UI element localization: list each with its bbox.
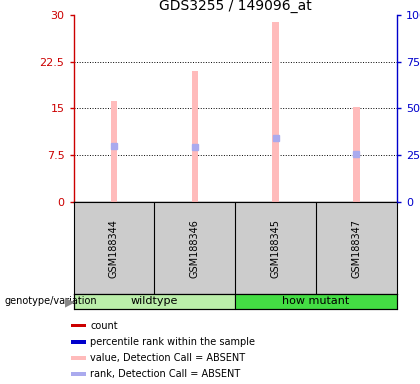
- Bar: [111, 101, 117, 202]
- Bar: [353, 107, 360, 202]
- Text: GSM188344: GSM188344: [109, 218, 119, 278]
- Bar: [71, 340, 86, 344]
- Text: how mutant: how mutant: [282, 296, 350, 306]
- Text: rank, Detection Call = ABSENT: rank, Detection Call = ABSENT: [90, 369, 241, 379]
- Text: genotype/variation: genotype/variation: [4, 296, 97, 306]
- Text: wildtype: wildtype: [131, 296, 178, 306]
- Bar: [273, 22, 279, 202]
- Text: GSM188345: GSM188345: [270, 218, 281, 278]
- Title: GDS3255 / 149096_at: GDS3255 / 149096_at: [159, 0, 312, 13]
- Text: value, Detection Call = ABSENT: value, Detection Call = ABSENT: [90, 353, 245, 363]
- Bar: [235, 294, 397, 309]
- Text: GSM188346: GSM188346: [190, 218, 200, 278]
- Bar: [71, 356, 86, 359]
- Text: GSM188347: GSM188347: [352, 218, 362, 278]
- Bar: [71, 372, 86, 376]
- Bar: [192, 71, 198, 202]
- Bar: [74, 294, 235, 309]
- Text: count: count: [90, 321, 118, 331]
- Bar: [71, 324, 86, 328]
- Text: ▶: ▶: [65, 295, 75, 308]
- Text: percentile rank within the sample: percentile rank within the sample: [90, 337, 255, 347]
